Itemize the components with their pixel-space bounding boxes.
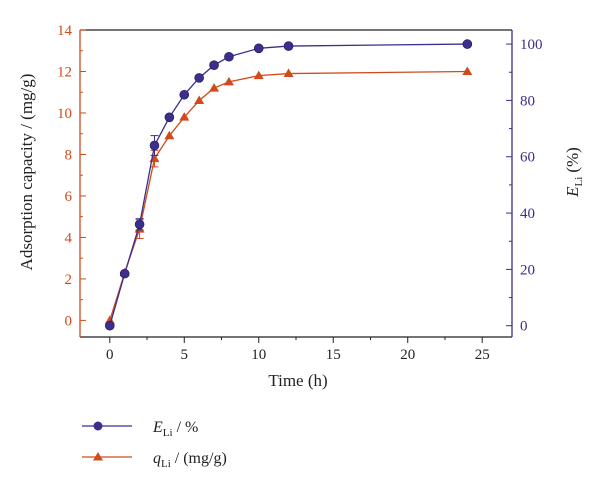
legend-item-q-li: qLi / (mg/g) xyxy=(82,450,227,470)
y-axis-left-title: Adsorption capacity / (mg/g) xyxy=(17,74,36,271)
point-e-li xyxy=(179,89,190,100)
point-e-li xyxy=(194,73,204,83)
y-right-tick-label: 60 xyxy=(520,150,535,166)
legend: ELi / % qLi / (mg/g) xyxy=(82,419,227,470)
point-e-li xyxy=(134,219,145,230)
point-q-li xyxy=(194,95,205,105)
y-right-tick-label: 80 xyxy=(520,93,535,109)
point-e-li xyxy=(462,39,473,49)
point-e-li xyxy=(283,41,294,51)
point-e-li xyxy=(224,51,234,62)
legend-item-e-li: ELi / % xyxy=(82,419,198,439)
y-left-tick-label: 8 xyxy=(65,147,73,163)
axes-layer xyxy=(79,29,513,338)
x-tick-label: 0 xyxy=(106,347,114,363)
y-left-tick-label: 6 xyxy=(65,189,73,205)
legend-label-q-li: qLi / (mg/g) xyxy=(153,450,227,470)
y-right-tick-label: 0 xyxy=(520,319,528,335)
x-axis-title: Time (h) xyxy=(268,371,327,390)
y-axis-right-title-main: E xyxy=(563,186,582,198)
y-left-tick-label: 4 xyxy=(65,230,73,246)
point-e-li xyxy=(253,43,264,54)
x-tick-label: 15 xyxy=(326,347,341,363)
y-axis-right-title: ELi (%) xyxy=(563,147,585,198)
series-layer xyxy=(104,39,473,331)
x-tick-label: 10 xyxy=(251,347,266,363)
y-right-tick-label: 40 xyxy=(520,206,535,222)
point-q-li xyxy=(179,112,190,121)
legend-label-e-li-sub: Li xyxy=(163,427,173,439)
point-q-li xyxy=(283,68,294,78)
point-e-li xyxy=(149,140,160,151)
point-e-li xyxy=(104,320,115,331)
y-axis-right-title-suffix: (%) xyxy=(563,147,582,172)
point-q-li xyxy=(462,66,473,75)
x-tick-label: 5 xyxy=(181,347,189,363)
ticks-layer: 0 5 10 15 20 25 0 2 4 6 8 10 12 14 0 20 40 60 80 100 xyxy=(57,23,543,363)
legend-label-q-li-suffix: / (mg/g) xyxy=(175,450,227,467)
legend-label-q-li-main: q xyxy=(153,450,161,467)
legend-label-e-li-main: E xyxy=(152,419,163,436)
y-axis-right-title-sub: Li xyxy=(573,177,585,187)
y-left-tick-label: 14 xyxy=(57,23,73,39)
y-right-tick-label: 20 xyxy=(520,262,535,278)
point-q-li xyxy=(164,130,175,140)
point-e-li xyxy=(209,60,219,71)
y-left-tick-label: 2 xyxy=(65,272,73,288)
series-line-q-li xyxy=(109,70,468,321)
legend-label-e-li: ELi / % xyxy=(152,419,198,439)
point-q-li xyxy=(209,83,220,92)
y-right-tick-label: 100 xyxy=(520,37,543,53)
point-e-li xyxy=(119,268,130,279)
x-tick-label: 20 xyxy=(400,347,415,363)
point-e-li xyxy=(164,112,175,123)
legend-label-q-li-sub: Li xyxy=(161,458,171,470)
legend-marker-q-li xyxy=(93,452,103,461)
x-tick-label: 25 xyxy=(475,347,490,363)
point-q-li xyxy=(253,70,264,80)
y-left-tick-label: 12 xyxy=(57,64,72,80)
legend-label-e-li-suffix: / % xyxy=(177,419,199,436)
y-left-tick-label: 10 xyxy=(57,106,72,122)
y-left-tick-label: 0 xyxy=(65,313,73,329)
legend-marker-e-li xyxy=(93,421,103,431)
series-line-e-li xyxy=(109,43,468,326)
point-q-li xyxy=(223,76,234,86)
